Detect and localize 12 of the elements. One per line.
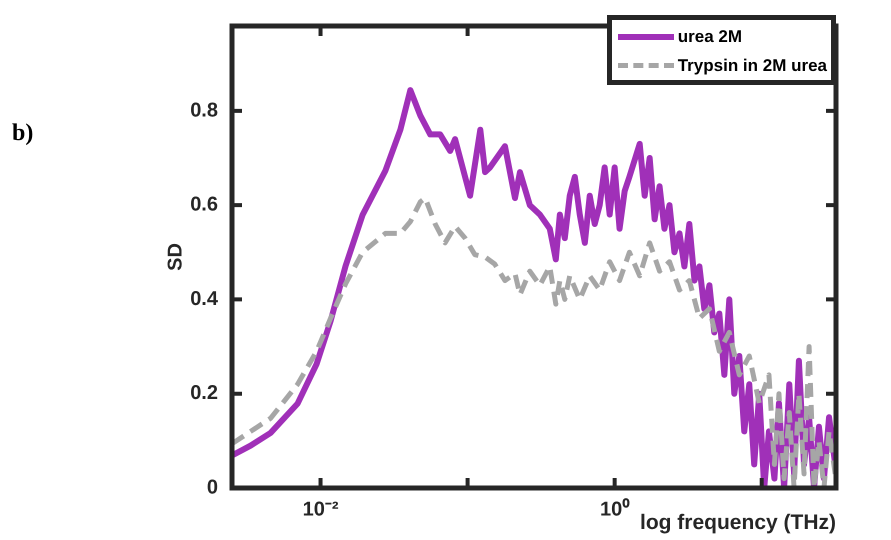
legend-label: urea 2M	[678, 26, 742, 46]
x-tick-label: 10⁰	[600, 498, 630, 521]
text: b)	[12, 120, 34, 147]
y-tick-label: 0.4	[190, 288, 219, 310]
legend-label: Trypsin in 2M urea	[678, 56, 827, 76]
x-axis-title: log frequency (THz)	[640, 511, 836, 534]
y-axis-title: SD	[164, 243, 187, 271]
y-tick-label: 0	[206, 476, 218, 499]
y-tick-label: 0.6	[190, 194, 218, 216]
y-tick-label: 0.2	[190, 382, 218, 404]
x-tick-label: 10⁻²	[302, 498, 339, 521]
y-tick-label: 0.8	[190, 99, 218, 122]
